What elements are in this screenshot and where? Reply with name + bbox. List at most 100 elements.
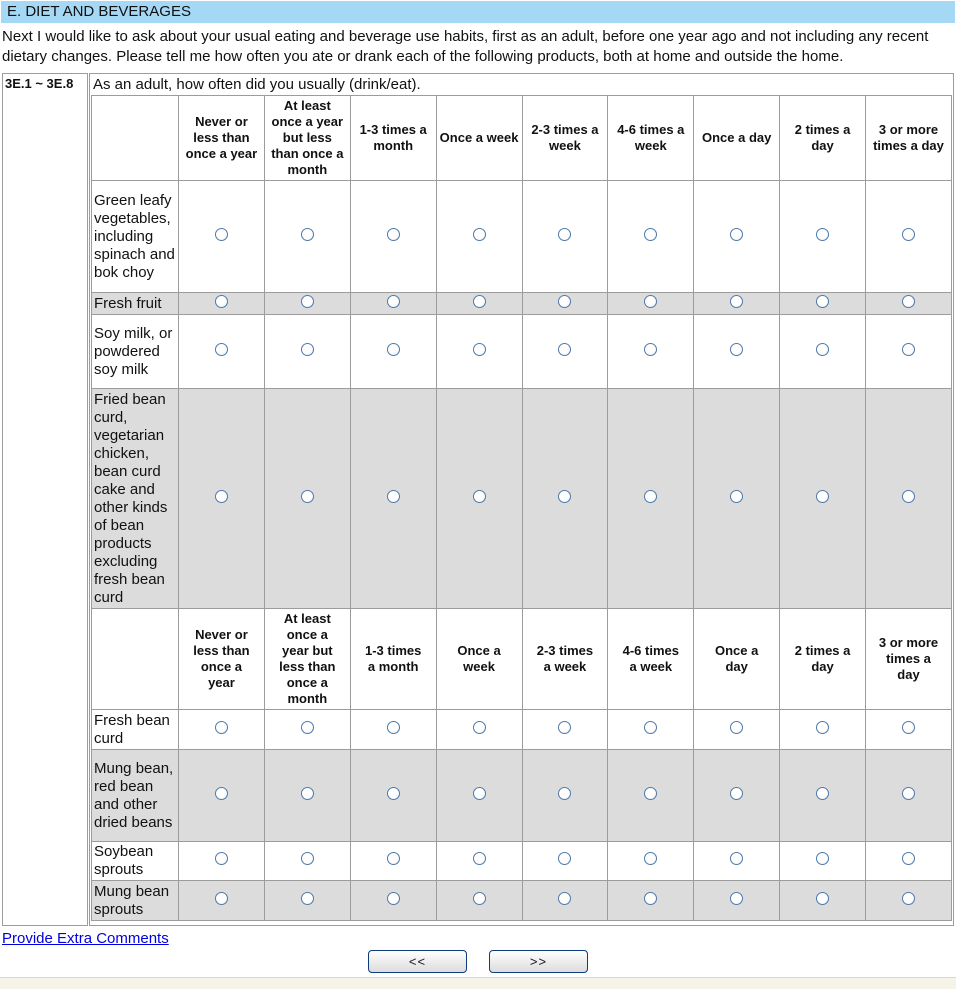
radio-g1-r1-c1[interactable] [214, 227, 228, 241]
radio-cell[interactable] [349, 388, 437, 609]
radio-cell[interactable] [607, 314, 695, 389]
radio-cell[interactable] [435, 880, 523, 921]
radio-g2-r1-c1[interactable] [214, 720, 228, 734]
radio-g2-r2-c5[interactable] [558, 786, 572, 800]
radio-g2-r1-c7[interactable] [730, 720, 744, 734]
radio-cell[interactable] [779, 709, 866, 750]
radio-g2-r4-c7[interactable] [730, 891, 744, 905]
radio-cell[interactable] [607, 749, 695, 842]
radio-g2-r2-c6[interactable] [644, 786, 658, 800]
radio-cell[interactable] [607, 388, 695, 609]
radio-cell[interactable] [865, 388, 952, 609]
radio-cell[interactable] [521, 180, 609, 293]
radio-cell[interactable] [693, 292, 781, 315]
radio-cell[interactable] [865, 709, 952, 750]
radio-cell[interactable] [263, 749, 351, 842]
radio-cell[interactable] [349, 749, 437, 842]
radio-g2-r1-c8[interactable] [816, 720, 830, 734]
radio-g2-r3-c1[interactable] [214, 852, 228, 865]
radio-cell[interactable] [865, 292, 952, 315]
radio-g2-r3-c6[interactable] [644, 852, 658, 865]
radio-g1-r1-c4[interactable] [472, 227, 486, 241]
radio-cell[interactable] [349, 292, 437, 315]
radio-cell[interactable] [349, 314, 437, 389]
radio-g2-r3-c5[interactable] [558, 852, 572, 865]
radio-cell[interactable] [435, 314, 523, 389]
radio-cell[interactable] [435, 388, 523, 609]
radio-g2-r4-c9[interactable] [902, 891, 915, 905]
radio-cell[interactable] [263, 314, 351, 389]
radio-cell[interactable] [435, 292, 523, 315]
radio-g2-r4-c6[interactable] [644, 891, 658, 905]
radio-cell[interactable] [435, 841, 523, 881]
radio-g2-r3-c3[interactable] [386, 852, 400, 865]
radio-g1-r2-c1[interactable] [214, 294, 228, 308]
radio-cell[interactable] [263, 841, 351, 881]
radio-g2-r2-c2[interactable] [300, 786, 314, 800]
radio-g2-r4-c4[interactable] [472, 891, 486, 905]
radio-g1-r2-c7[interactable] [730, 294, 744, 308]
radio-g1-r4-c3[interactable] [386, 489, 400, 503]
radio-g2-r1-c9[interactable] [902, 720, 915, 734]
radio-cell[interactable] [521, 292, 609, 315]
radio-g1-r1-c9[interactable] [902, 227, 915, 241]
radio-g2-r3-c4[interactable] [472, 852, 486, 865]
radio-cell[interactable] [693, 388, 781, 609]
radio-g1-r3-c8[interactable] [816, 342, 830, 356]
radio-cell[interactable] [263, 709, 351, 750]
radio-cell[interactable] [779, 749, 866, 842]
radio-g2-r1-c3[interactable] [386, 720, 400, 734]
radio-cell[interactable] [779, 841, 866, 881]
radio-g1-r1-c2[interactable] [300, 227, 314, 241]
radio-cell[interactable] [607, 709, 695, 750]
radio-cell[interactable] [865, 180, 952, 293]
radio-cell[interactable] [607, 841, 695, 881]
radio-cell[interactable] [435, 749, 523, 842]
radio-g2-r3-c8[interactable] [816, 852, 830, 865]
radio-cell[interactable] [865, 749, 952, 842]
radio-cell[interactable] [693, 709, 781, 750]
radio-g1-r3-c7[interactable] [730, 342, 744, 356]
radio-cell[interactable] [521, 841, 609, 881]
radio-g1-r4-c4[interactable] [472, 489, 486, 503]
radio-cell[interactable] [521, 749, 609, 842]
radio-g2-r4-c2[interactable] [300, 891, 314, 905]
radio-g1-r4-c5[interactable] [558, 489, 572, 503]
radio-g1-r1-c6[interactable] [644, 227, 658, 241]
radio-g2-r4-c8[interactable] [816, 891, 830, 905]
radio-g2-r4-c1[interactable] [214, 891, 228, 905]
radio-cell[interactable] [178, 709, 265, 750]
radio-cell[interactable] [607, 880, 695, 921]
radio-cell[interactable] [349, 709, 437, 750]
radio-cell[interactable] [349, 180, 437, 293]
radio-g2-r1-c4[interactable] [472, 720, 486, 734]
radio-cell[interactable] [435, 180, 523, 293]
radio-g2-r3-c7[interactable] [730, 852, 744, 865]
radio-g1-r2-c8[interactable] [816, 294, 830, 308]
radio-cell[interactable] [693, 180, 781, 293]
radio-cell[interactable] [693, 749, 781, 842]
radio-g1-r1-c3[interactable] [386, 227, 400, 241]
radio-cell[interactable] [521, 880, 609, 921]
radio-g2-r3-c9[interactable] [902, 852, 915, 865]
radio-g1-r4-c8[interactable] [816, 489, 830, 503]
radio-cell[interactable] [693, 314, 781, 389]
radio-g1-r2-c4[interactable] [472, 294, 486, 308]
radio-cell[interactable] [349, 880, 437, 921]
radio-g2-r3-c2[interactable] [300, 852, 314, 865]
prev-button[interactable]: << [368, 950, 467, 973]
radio-g1-r3-c2[interactable] [300, 342, 314, 356]
radio-cell[interactable] [693, 841, 781, 881]
radio-cell[interactable] [779, 314, 866, 389]
radio-cell[interactable] [521, 314, 609, 389]
radio-g1-r4-c2[interactable] [300, 489, 314, 503]
radio-g1-r3-c6[interactable] [644, 342, 658, 356]
radio-g1-r3-c4[interactable] [472, 342, 486, 356]
radio-cell[interactable] [263, 388, 351, 609]
radio-g1-r4-c9[interactable] [902, 489, 915, 503]
radio-g1-r4-c6[interactable] [644, 489, 658, 503]
next-button[interactable]: >> [489, 950, 588, 973]
radio-cell[interactable] [178, 749, 265, 842]
radio-cell[interactable] [349, 841, 437, 881]
radio-g2-r2-c9[interactable] [902, 786, 915, 800]
